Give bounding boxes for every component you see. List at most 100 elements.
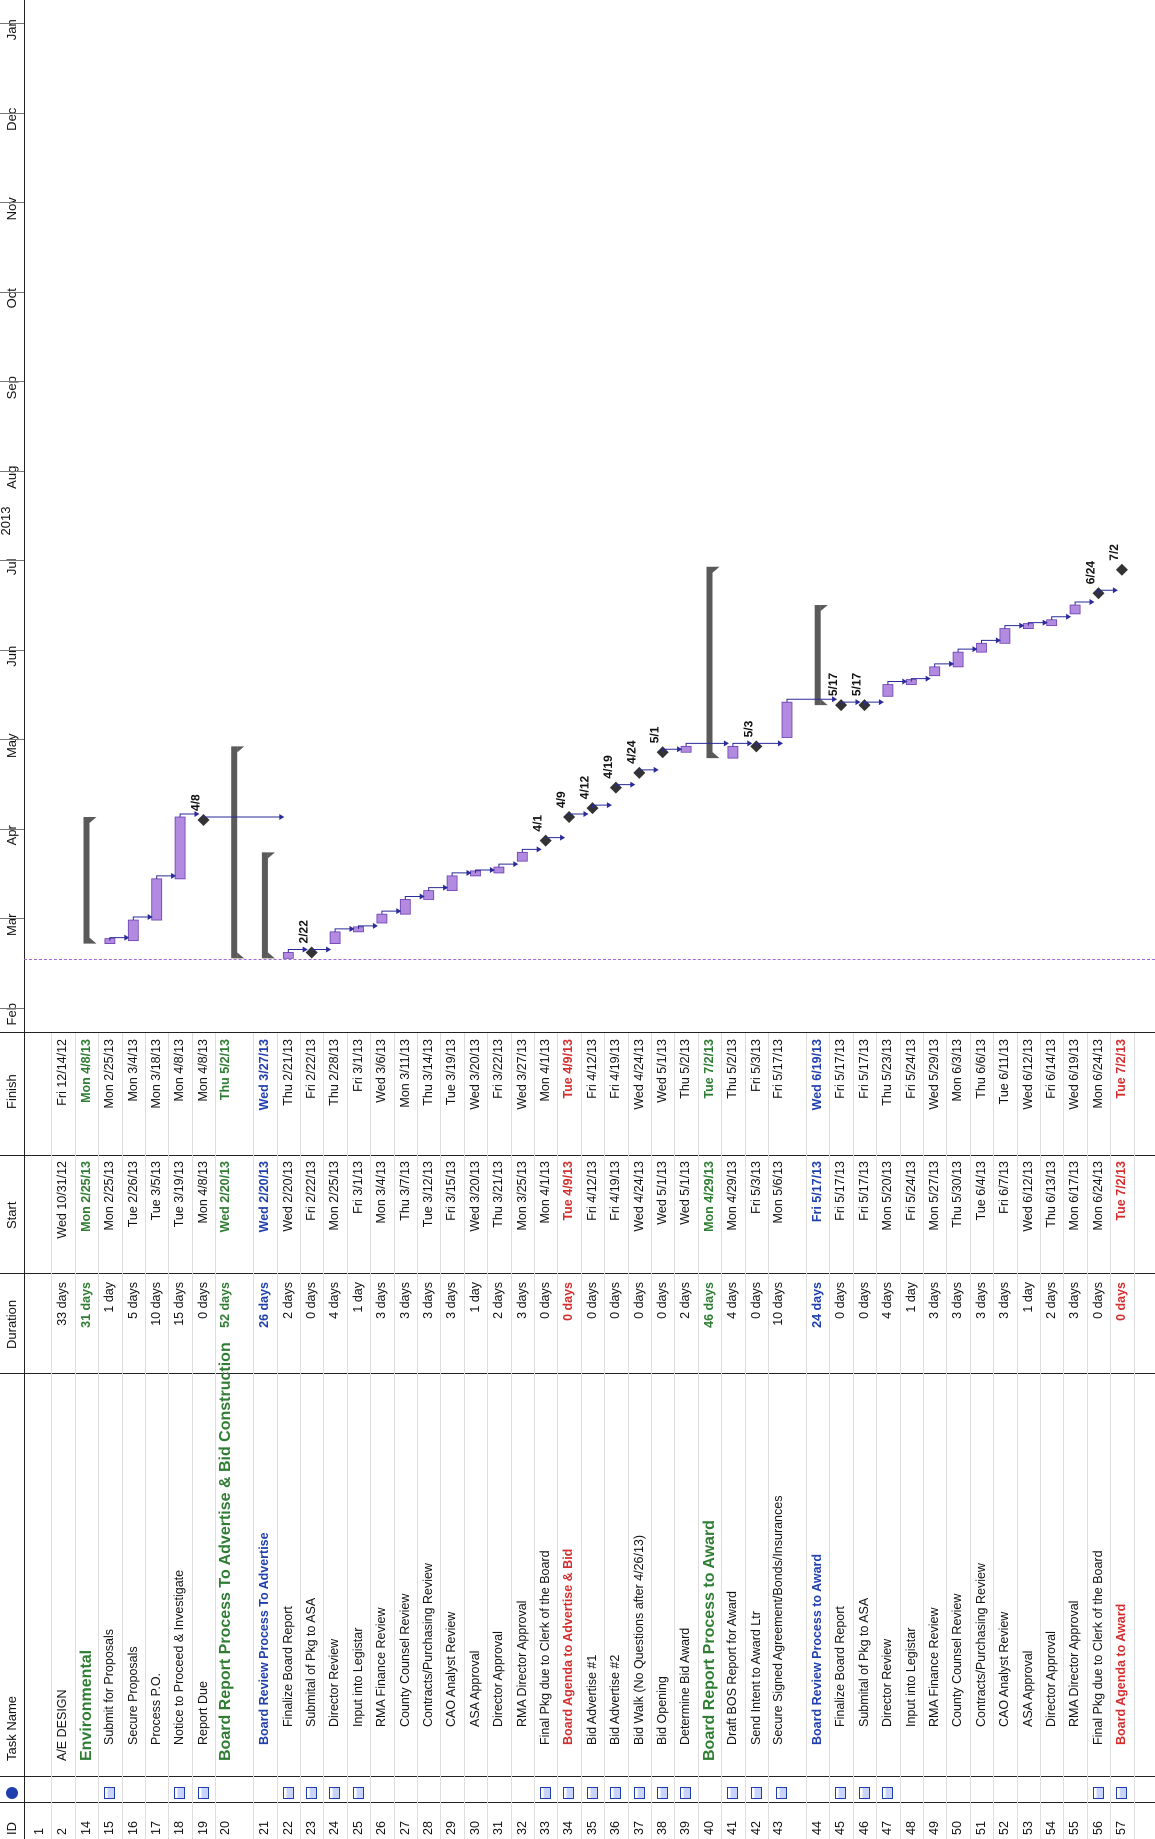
dependency-arrow [995,637,1001,644]
dependency-arrow [279,813,285,820]
task-bar[interactable] [1046,619,1058,627]
dependency-link [981,639,998,644]
task-bar[interactable] [127,919,139,942]
task-bar[interactable] [680,745,692,753]
dependency-link [786,698,835,703]
dependency-link [887,681,905,685]
dependency-link [203,816,282,820]
dependency-arrow [778,740,783,747]
task-bar[interactable] [446,875,458,892]
dependency-arrow [902,678,908,685]
summary-bar[interactable] [706,566,713,759]
dependency-arrow [949,660,955,667]
dependency-arrow [653,766,659,773]
dependency-link [638,769,656,773]
dependency-arrow [124,934,130,941]
dependency-link [840,701,858,706]
task-bar[interactable] [399,899,411,915]
dependency-arrow [878,699,884,706]
task-bar[interactable] [999,628,1011,644]
dependency-arrow [349,925,355,932]
dependency-link [475,869,492,873]
task-bar[interactable] [174,816,186,880]
dependency-link [287,948,305,953]
dependency-link [109,937,127,941]
dependency-link [545,837,563,841]
dependency-arrow [1019,622,1025,629]
dependency-link [755,742,780,747]
dependency-arrow [972,646,978,653]
summary-bar[interactable] [814,605,821,706]
dependency-link [910,678,928,682]
milestone-diamond[interactable] [1115,563,1128,576]
task-bar[interactable] [976,642,987,653]
summary-bar-cap [89,817,97,824]
dependency-link [568,813,586,818]
milestone-label: 6/24 [1084,561,1098,585]
dependency-arrow [489,866,495,873]
dependency-arrow [194,811,200,818]
milestone-label: 5/3 [741,720,755,737]
task-bar[interactable] [329,931,341,945]
dependency-arrow [419,893,425,900]
dependency-link [451,872,469,876]
milestone-label: 4/9 [554,791,568,808]
task-bar[interactable] [282,952,294,959]
dependency-arrow [513,861,519,868]
dependency-link [498,863,516,868]
milestone-label: 5/17 [826,672,840,696]
dependency-arrow [1042,619,1048,626]
dependency-link [1027,622,1045,626]
dependency-link [732,742,750,747]
milestone-label: 2/22 [297,920,311,944]
task-bar[interactable] [1069,604,1081,615]
task-bar[interactable] [781,701,793,738]
dependency-link [358,925,375,929]
dependency-arrow [171,872,177,879]
task-bar[interactable] [516,851,528,862]
dependency-link [156,875,174,879]
dependency-arrow [1066,613,1072,620]
dependency-link [685,742,726,747]
task-bar[interactable] [929,666,941,677]
dependency-link [404,895,422,900]
dependency-arrow [326,946,332,953]
milestone-label: 4/8 [189,794,203,811]
task-bar[interactable] [151,878,163,921]
dependency-arrow [466,869,472,876]
dependency-arrow [372,922,378,929]
task-bar[interactable] [882,684,894,697]
summary-bar[interactable] [261,852,268,959]
dependency-link [428,887,446,891]
summary-bar[interactable] [83,817,90,944]
milestone-label: 4/24 [624,740,638,764]
dependency-arrow [747,740,753,747]
dependency-arrow [443,884,449,891]
dependency-arrow [832,696,838,703]
task-bar[interactable] [952,651,964,668]
dependency-arrow [396,908,402,915]
summary-bar-cap [820,605,828,612]
dependency-arrow [606,802,612,809]
task-bar[interactable] [376,913,388,924]
dependency-arrow [677,746,683,753]
dependency-link [1074,601,1092,606]
summary-bar-cap [712,566,720,573]
dependency-arrow [1112,587,1118,594]
milestone-label: 4/12 [578,776,592,800]
milestone-label: 5/1 [648,726,662,743]
dependency-arrow [536,846,542,853]
summary-bar-cap [237,746,245,753]
task-bar[interactable] [423,890,435,900]
summary-bar[interactable] [231,746,238,959]
task-bar[interactable] [727,745,739,759]
dependency-link [592,804,609,809]
summary-bar-cap [267,952,275,959]
dependency-link [1051,616,1069,620]
milestone-label: 7/2 [1107,544,1121,561]
milestone-label: 4/1 [531,815,545,832]
task-bar[interactable] [493,866,505,874]
